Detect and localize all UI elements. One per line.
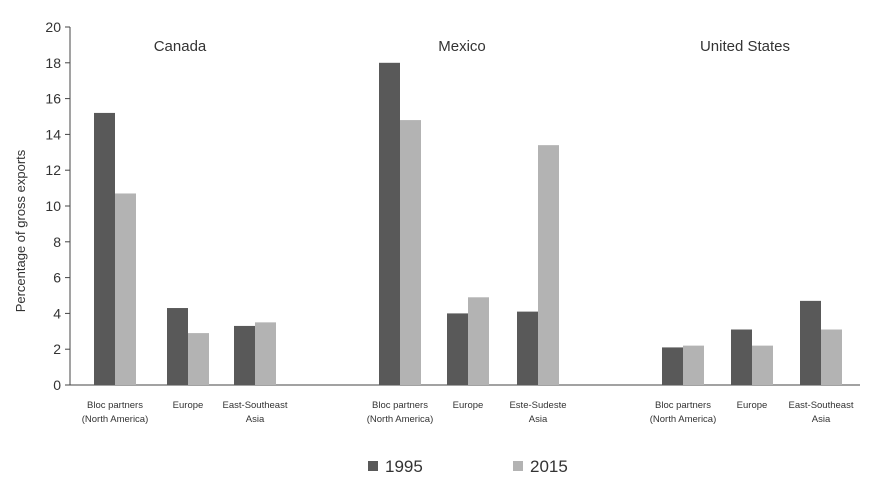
bar-1995 xyxy=(379,62,400,386)
x-category-label: Este-Sudeste xyxy=(509,400,566,411)
bar-2015 xyxy=(683,345,704,385)
group-title: United States xyxy=(700,38,790,55)
x-category-label: Europe xyxy=(737,400,768,411)
chart-bars xyxy=(94,62,842,386)
x-category-label: Asia xyxy=(529,414,548,425)
bar-1995 xyxy=(234,325,255,385)
bar-1995 xyxy=(447,313,468,385)
chart-legend: 1995 2015 xyxy=(368,457,568,476)
bar-2015 xyxy=(115,193,136,385)
bar-1995 xyxy=(94,112,115,386)
x-category-label: Asia xyxy=(246,414,265,425)
y-tick-label: 4 xyxy=(53,305,61,321)
bar-2015 xyxy=(538,145,559,385)
y-tick-label: 12 xyxy=(45,162,61,178)
chart-labels: Canada Bloc partners (North America) Europe… xyxy=(82,38,854,425)
x-category-label: Bloc partners xyxy=(372,400,428,411)
legend-label-1995: 1995 xyxy=(385,457,423,476)
y-axis-title: Percentage of gross exports xyxy=(13,149,28,312)
y-tick-label: 18 xyxy=(45,55,61,71)
group-title: Canada xyxy=(154,38,207,55)
bar-2015 xyxy=(188,333,209,385)
y-tick-label: 20 xyxy=(45,19,61,35)
x-category-label: East-Southeast xyxy=(223,400,288,411)
bar-1995 xyxy=(167,308,188,385)
x-category-label: East-Southeast xyxy=(789,400,854,411)
x-category-label: (North America) xyxy=(650,414,717,425)
y-tick-label: 6 xyxy=(53,270,61,286)
y-tick-label: 16 xyxy=(45,91,61,107)
bar-1995 xyxy=(800,300,821,385)
group-title: Mexico xyxy=(438,38,486,55)
legend-swatch-1995 xyxy=(368,461,378,471)
bar-1995 xyxy=(517,311,538,385)
bar-1995 xyxy=(662,347,683,385)
x-category-label: Bloc partners xyxy=(655,400,711,411)
x-category-label: Asia xyxy=(812,414,831,425)
x-category-label: (North America) xyxy=(367,414,434,425)
bar-2015 xyxy=(400,120,421,385)
x-category-label: Europe xyxy=(173,400,204,411)
y-tick-label: 14 xyxy=(45,126,61,142)
bar-2015 xyxy=(468,297,489,385)
bar-2015 xyxy=(255,322,276,385)
y-tick-label: 0 xyxy=(53,377,61,393)
bar-1995 xyxy=(731,329,752,385)
bar-2015 xyxy=(752,345,773,385)
x-category-label: Europe xyxy=(453,400,484,411)
y-tick-label: 2 xyxy=(53,341,61,357)
legend-label-2015: 2015 xyxy=(530,457,568,476)
y-tick-label: 8 xyxy=(53,234,61,250)
legend-swatch-2015 xyxy=(513,461,523,471)
y-tick-label: 10 xyxy=(45,198,61,214)
x-category-label: (North America) xyxy=(82,414,149,425)
bar-2015 xyxy=(821,329,842,385)
x-category-label: Bloc partners xyxy=(87,400,143,411)
